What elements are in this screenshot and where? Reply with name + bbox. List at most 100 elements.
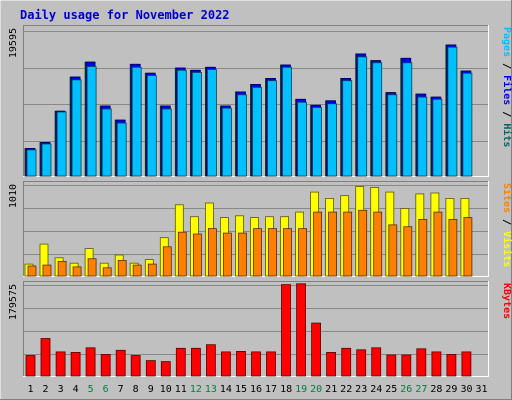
x-tick-label: 19 [295, 384, 307, 395]
bar-pages-day-26 [402, 62, 413, 177]
bar-kbytes-day-10 [160, 361, 171, 377]
bar-pages-day-27 [417, 96, 428, 177]
bar-pages-day-8 [131, 66, 142, 177]
bar-sites-day-29 [448, 218, 458, 277]
x-tick-label: 24 [370, 384, 382, 395]
legend-pages: Pages [501, 27, 512, 57]
bar-pages-day-5 [86, 66, 97, 177]
x-tick-label: 5 [88, 384, 94, 395]
bar-kbytes-day-18 [281, 284, 291, 377]
x-tick-label: 17 [265, 384, 277, 395]
x-tick-label: 10 [160, 384, 172, 395]
bar-kbytes-day-2 [40, 338, 51, 377]
bar-sites-day-20 [313, 211, 323, 277]
bar-sites-day-25 [388, 224, 398, 277]
x-tick-label: 7 [118, 384, 124, 395]
series-pages [26, 46, 473, 177]
bar-kbytes-day-23 [356, 349, 367, 377]
x-tick-label: 13 [205, 384, 217, 395]
bar-pages-day-21 [327, 103, 338, 177]
x-tick-label: 23 [355, 384, 367, 395]
bar-sites-day-10 [162, 246, 172, 277]
bar-sites-day-1 [27, 265, 37, 277]
chart-panels: 19595 Pages / Files / Hits 1010 Sites / Vis… [8, 25, 512, 377]
bar-kbytes-day-22 [341, 347, 352, 377]
bar-pages-day-18 [282, 66, 292, 177]
bar-pages-day-4 [71, 79, 82, 177]
bar-kbytes-day-12 [190, 347, 201, 377]
legend-kbytes: KBytes [501, 283, 512, 319]
x-tick-label: 15 [235, 384, 247, 395]
bar-kbytes-day-16 [251, 351, 261, 377]
legend-visits-sites: Sites / Visits [501, 183, 512, 267]
bar-pages-day-13 [206, 69, 217, 177]
bar-kbytes-day-1 [25, 355, 36, 377]
bar-sites-day-22 [343, 211, 353, 277]
legend-sites: Sites [501, 183, 512, 213]
bar-kbytes-day-29 [446, 353, 457, 377]
x-tick-label: 18 [280, 384, 292, 395]
panel-kbytes: 179575 KBytes [8, 281, 512, 377]
panel-hits-files-pages: 19595 Pages / Files / Hits [8, 25, 512, 177]
bar-sites-day-27 [418, 218, 428, 277]
bar-kbytes-day-4 [70, 351, 81, 377]
bar-sites-day-18 [283, 228, 292, 277]
x-tick-label: 22 [340, 384, 352, 395]
bar-kbytes-day-17 [266, 351, 276, 377]
y-max-label: 19595 [8, 28, 19, 58]
bar-kbytes-day-21 [326, 351, 337, 377]
x-tick-label: 29 [445, 384, 457, 395]
legend-separator: / [501, 105, 512, 123]
x-tick-label: 20 [310, 384, 322, 395]
bar-kbytes-day-24 [371, 347, 382, 377]
legend-separator: / [501, 57, 512, 75]
bar-pages-day-29 [447, 46, 458, 177]
legend-files: Files [501, 75, 512, 105]
bar-pages-day-17 [267, 80, 277, 177]
bar-pages-day-1 [26, 149, 37, 177]
x-tick-label: 31 [475, 384, 487, 395]
bar-sites-day-16 [253, 228, 262, 277]
bar-sites-day-23 [358, 209, 368, 277]
x-axis-day-labels: 1 2 3 4 5 6 7 8 9 10 11 12 13 14 15 16 17 18 19 20 21 22 23 24 2… [27, 384, 487, 395]
legend-hits-files-pages: Pages / Files / Hits [501, 27, 512, 147]
legend-visits: Visits [501, 231, 512, 267]
x-tick-label: 21 [325, 384, 337, 395]
bar-pages-day-3 [56, 111, 67, 177]
bar-kbytes-day-9 [145, 360, 156, 377]
bar-sites-day-7 [117, 260, 127, 277]
bar-kbytes-day-6 [100, 353, 111, 377]
x-tick-label: 28 [430, 384, 442, 395]
bar-sites-day-14 [222, 232, 232, 277]
bar-sites-day-21 [328, 211, 338, 277]
bar-sites-day-9 [147, 263, 157, 277]
x-tick-label: 9 [148, 384, 154, 395]
bar-pages-day-14 [221, 107, 232, 177]
bar-kbytes-day-30 [461, 351, 472, 377]
bar-sites-day-11 [177, 231, 187, 277]
bar-sites-day-15 [238, 232, 247, 277]
bar-kbytes-day-11 [175, 347, 186, 377]
bar-sites-day-4 [72, 266, 82, 277]
bar-sites-day-19 [298, 228, 308, 277]
bar-pages-day-15 [237, 94, 247, 177]
x-tick-label: 4 [73, 384, 79, 395]
series-sites [27, 209, 473, 277]
bar-sites-day-28 [433, 211, 443, 277]
bar-pages-day-30 [462, 72, 473, 177]
bar-sites-day-17 [268, 228, 277, 277]
x-tick-label: 2 [42, 384, 48, 395]
bar-pages-day-12 [191, 72, 202, 177]
bar-pages-day-10 [161, 108, 172, 177]
bar-kbytes-day-14 [220, 351, 231, 377]
series-kbytes [25, 283, 472, 377]
x-tick-label: 6 [103, 384, 109, 395]
x-tick-label: 1 [27, 384, 33, 395]
bar-sites-day-12 [192, 233, 202, 277]
x-tick-label: 3 [58, 384, 64, 395]
bar-kbytes-day-26 [401, 354, 412, 377]
bar-pages-day-20 [312, 107, 323, 177]
bar-kbytes-day-13 [205, 344, 216, 377]
bar-pages-day-6 [101, 108, 112, 177]
